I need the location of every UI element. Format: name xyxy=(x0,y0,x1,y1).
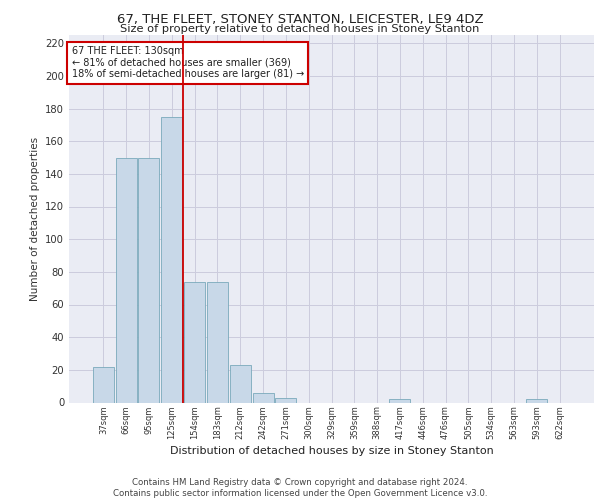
Bar xyxy=(116,158,137,402)
Text: Size of property relative to detached houses in Stoney Stanton: Size of property relative to detached ho… xyxy=(121,24,479,34)
Bar xyxy=(93,366,114,402)
Y-axis label: Number of detached properties: Number of detached properties xyxy=(29,136,40,301)
Text: 67 THE FLEET: 130sqm
← 81% of detached houses are smaller (369)
18% of semi-deta: 67 THE FLEET: 130sqm ← 81% of detached h… xyxy=(71,46,304,79)
Text: Contains HM Land Registry data © Crown copyright and database right 2024.
Contai: Contains HM Land Registry data © Crown c… xyxy=(113,478,487,498)
Bar xyxy=(230,365,251,403)
Bar xyxy=(275,398,296,402)
Text: 67, THE FLEET, STONEY STANTON, LEICESTER, LE9 4DZ: 67, THE FLEET, STONEY STANTON, LEICESTER… xyxy=(116,12,484,26)
Bar xyxy=(161,116,182,403)
Bar xyxy=(207,282,228,403)
X-axis label: Distribution of detached houses by size in Stoney Stanton: Distribution of detached houses by size … xyxy=(170,446,493,456)
Bar xyxy=(253,392,274,402)
Bar xyxy=(184,282,205,403)
Bar xyxy=(139,158,160,402)
Bar xyxy=(389,399,410,402)
Bar xyxy=(526,399,547,402)
